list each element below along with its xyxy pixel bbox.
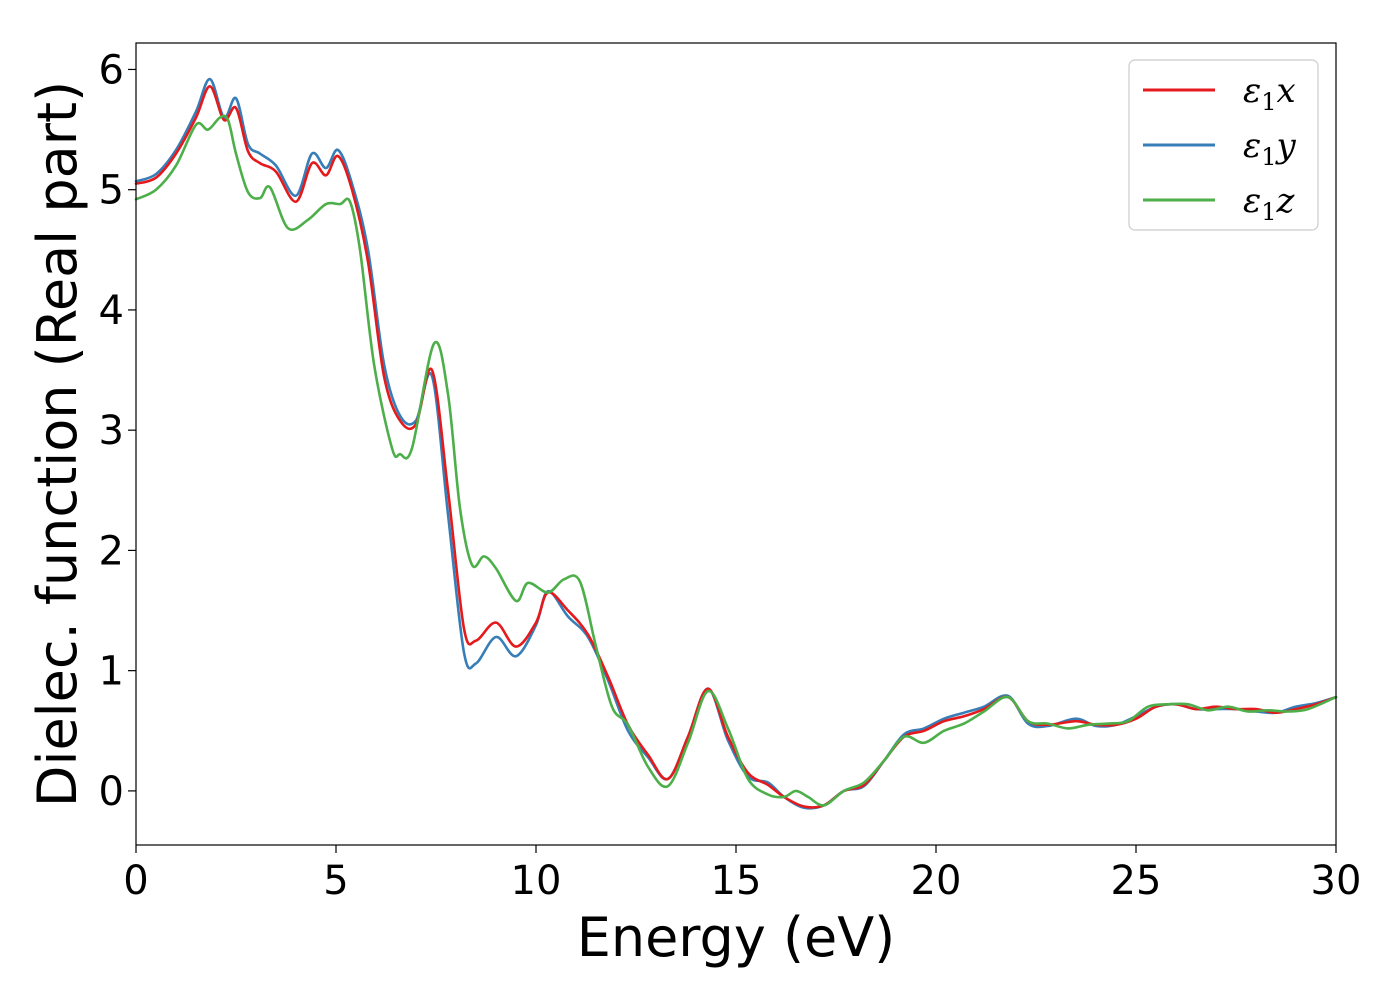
y-tick-label: 3 [99,408,124,454]
x-tick-label: 20 [911,858,962,904]
series-line-x [134,85,1338,809]
x-tick-label: 10 [511,858,562,904]
series-layer [134,77,1338,810]
y-axis-label: Dielec. function (Real part) [26,81,89,807]
x-axis-ticks: 0 5 10 15 20 25 30 [123,845,1361,904]
y-tick-label: 2 [99,528,124,574]
legend-box [1128,59,1319,231]
legend-label-x: ε1x [1243,71,1296,116]
y-axis-ticks: 0 1 2 3 4 5 6 [99,47,136,815]
y-tick-label: 5 [99,168,124,214]
series-line-z [134,114,1338,807]
x-tick-label: 30 [1311,858,1362,904]
legend-label-y: ε1y [1243,126,1297,171]
x-axis-label: Energy (eV) [577,906,896,969]
y-tick-label: 1 [99,649,124,695]
x-tick-label: 25 [1111,858,1162,904]
y-tick-label: 6 [99,47,124,93]
legend-label-z: ε1z [1243,181,1296,226]
legend: ε1x ε1y ε1z [1128,59,1319,231]
y-tick-label: 4 [99,288,124,334]
x-tick-label: 5 [323,858,348,904]
x-tick-label: 0 [123,858,148,904]
y-tick-label: 0 [99,769,124,815]
x-tick-label: 15 [711,858,762,904]
